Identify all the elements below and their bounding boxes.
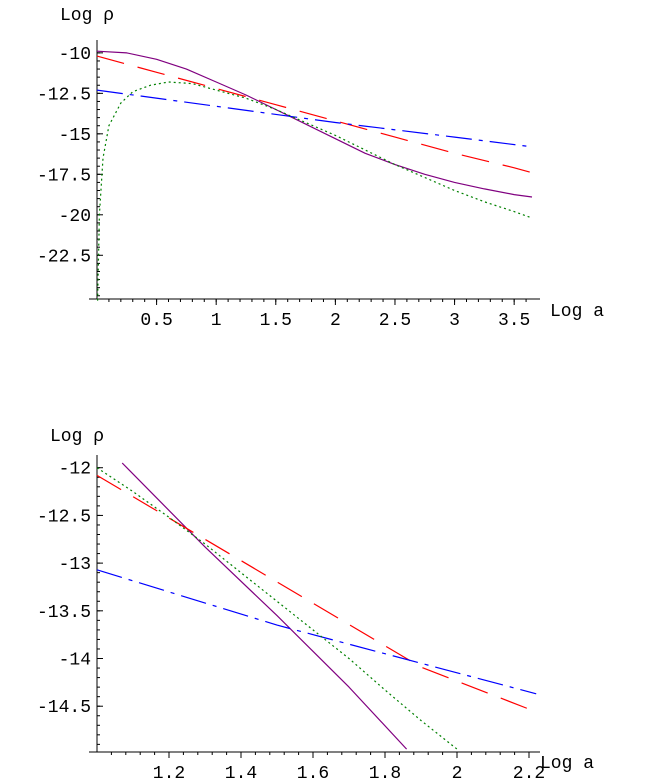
series-line-2-solid xyxy=(121,462,408,750)
y-axis-label-2: Log ρ xyxy=(50,427,104,447)
x-tick-label-2-0: 1.2 xyxy=(153,764,185,782)
series-line-2-dashdot xyxy=(96,569,537,695)
x-tick-label-1-4: 2.5 xyxy=(379,311,411,331)
x-tick-label-1-0: 0.5 xyxy=(140,311,172,331)
x-tick-label-2-5: 2.2 xyxy=(513,764,545,782)
y-tick-label-1-5: -22.5 xyxy=(37,247,91,267)
y-tick-label-2-4: -14 xyxy=(59,651,91,671)
x-axis-label-2: Log a xyxy=(540,754,594,774)
y-tick-label-2-1: -12.5 xyxy=(37,507,91,527)
y-tick-label-1-3: -17.5 xyxy=(37,166,91,186)
y-tick-label-2-3: -13.5 xyxy=(37,603,91,623)
y-axis-label-1: Log ρ xyxy=(60,6,114,26)
series-line-1-dashed xyxy=(96,55,533,174)
series-line-1-dashdot xyxy=(96,89,533,148)
x-tick-label-1-6: 3.5 xyxy=(498,311,530,331)
y-tick-label-2-5: -14.5 xyxy=(37,698,91,718)
x-tick-label-2-4: 2 xyxy=(452,764,463,782)
x-tick-label-1-2: 1.5 xyxy=(260,311,292,331)
x-tick-label-1-5: 3 xyxy=(449,311,460,331)
x-tick-label-2-3: 1.8 xyxy=(369,764,401,782)
x-tick-label-1-1: 1 xyxy=(211,311,222,331)
y-tick-label-1-4: -20 xyxy=(59,207,91,227)
series-line-1-solid xyxy=(96,50,533,198)
y-tick-label-1-2: -15 xyxy=(59,126,91,146)
series-line-1-dotted xyxy=(97,81,533,301)
x-tick-label-2-2: 1.6 xyxy=(297,764,329,782)
x-tick-label-2-1: 1.4 xyxy=(225,764,257,782)
y-tick-label-2-0: -12 xyxy=(59,460,91,480)
series-line-2-dotted xyxy=(96,467,458,750)
y-tick-label-1-0: -10 xyxy=(59,45,91,65)
x-axis-label-1: Log a xyxy=(550,302,604,322)
x-tick-label-1-3: 2 xyxy=(330,311,341,331)
y-tick-label-2-2: -13 xyxy=(59,555,91,575)
y-tick-label-1-1: -12.5 xyxy=(37,85,91,105)
